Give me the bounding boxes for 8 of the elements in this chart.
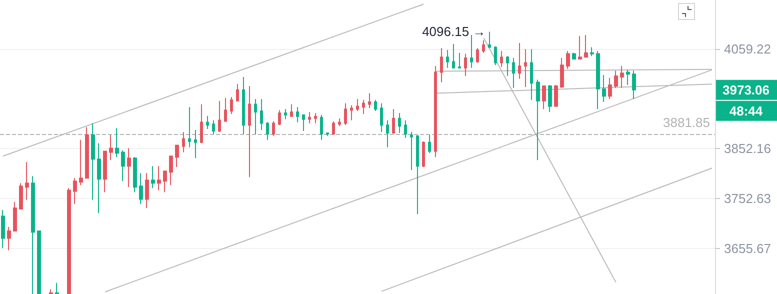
ref-line-label: 3881.85 [663, 115, 710, 130]
y-tick-label: 3655.67 [724, 240, 771, 256]
text: 3973.06 [722, 82, 770, 98]
annotation: 4096.15 → [422, 24, 486, 40]
y-tick-label: 4059.22 [724, 41, 771, 56]
y-tick-label: 3752.63 [724, 190, 771, 206]
y-tick-label: 3852.16 [724, 141, 771, 156]
text: 48:44 [729, 103, 764, 118]
